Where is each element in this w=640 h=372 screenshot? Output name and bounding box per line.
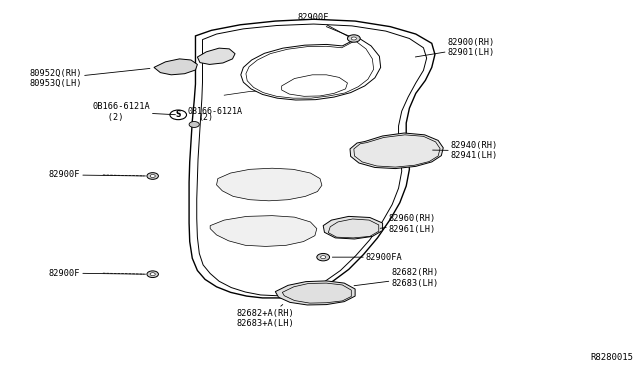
Polygon shape bbox=[210, 216, 317, 246]
Polygon shape bbox=[189, 19, 435, 298]
Circle shape bbox=[147, 271, 159, 278]
Polygon shape bbox=[197, 48, 235, 64]
Text: 82960(RH)
82961(LH): 82960(RH) 82961(LH) bbox=[380, 215, 436, 234]
Text: 82682(RH)
82683(LH): 82682(RH) 82683(LH) bbox=[354, 268, 439, 288]
Text: 82900F: 82900F bbox=[298, 13, 348, 36]
Text: 80952Q(RH)
80953Q(LH): 80952Q(RH) 80953Q(LH) bbox=[29, 68, 150, 88]
Text: R8280015: R8280015 bbox=[590, 353, 633, 362]
Circle shape bbox=[150, 273, 156, 276]
Text: 82900(RH)
82901(LH): 82900(RH) 82901(LH) bbox=[415, 38, 495, 57]
Polygon shape bbox=[241, 38, 381, 100]
Polygon shape bbox=[154, 59, 197, 75]
Circle shape bbox=[150, 174, 156, 177]
Circle shape bbox=[147, 173, 159, 179]
Circle shape bbox=[321, 256, 326, 259]
Circle shape bbox=[348, 35, 360, 42]
Text: 82940(RH)
82941(LH): 82940(RH) 82941(LH) bbox=[433, 141, 498, 160]
Text: S: S bbox=[175, 110, 181, 119]
Text: (2): (2) bbox=[198, 113, 214, 122]
Text: 0B166-6121A
   (2): 0B166-6121A (2) bbox=[92, 102, 175, 122]
Circle shape bbox=[351, 37, 356, 40]
Circle shape bbox=[170, 110, 186, 120]
Text: 82900F: 82900F bbox=[49, 170, 144, 179]
Text: 82682+A(RH)
82683+A(LH): 82682+A(RH) 82683+A(LH) bbox=[237, 305, 295, 328]
Circle shape bbox=[189, 122, 199, 128]
Text: 82900FA: 82900FA bbox=[332, 253, 403, 262]
Text: 0B166-6121A: 0B166-6121A bbox=[187, 108, 242, 116]
Polygon shape bbox=[216, 168, 322, 201]
Text: 82900F: 82900F bbox=[49, 269, 144, 278]
Polygon shape bbox=[323, 217, 383, 239]
Circle shape bbox=[317, 253, 330, 261]
Polygon shape bbox=[275, 281, 355, 305]
Polygon shape bbox=[350, 133, 444, 169]
